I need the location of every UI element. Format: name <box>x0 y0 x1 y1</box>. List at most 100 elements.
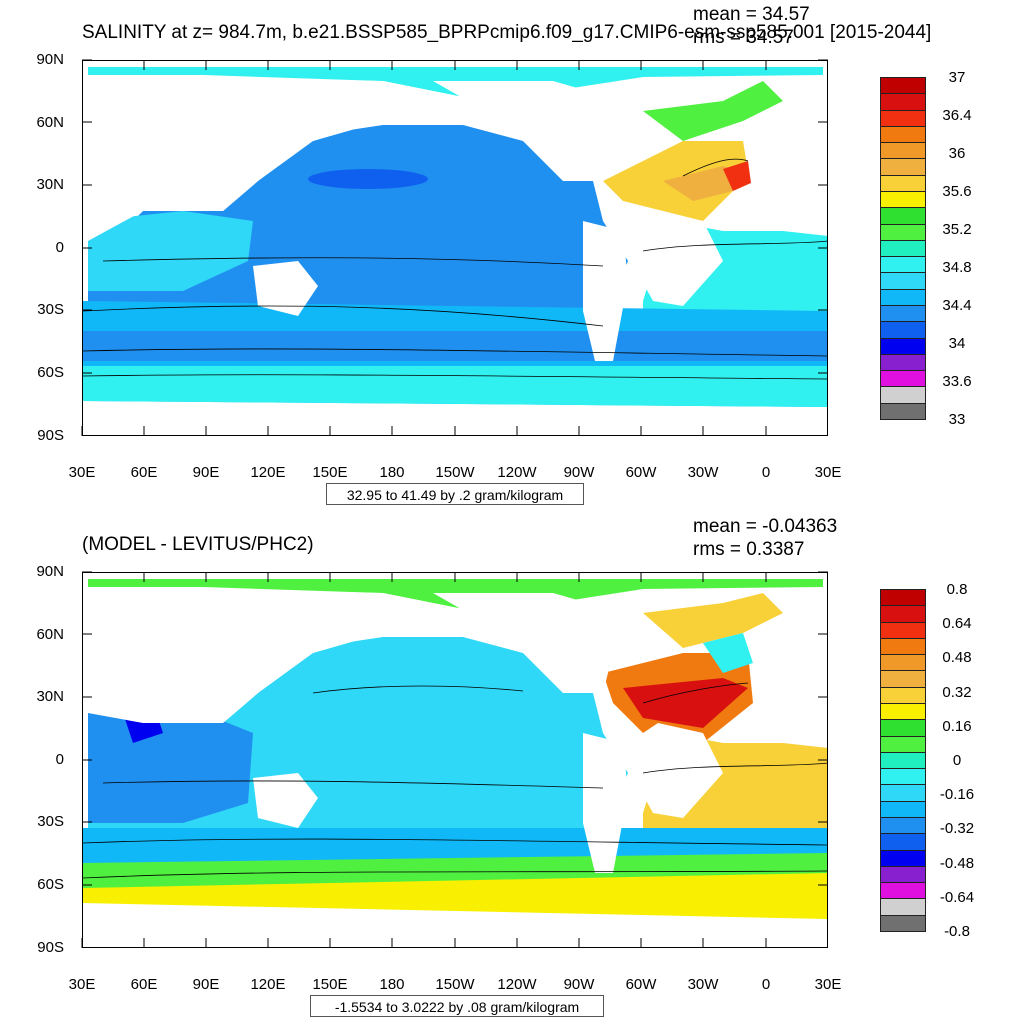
difference-panel: (MODEL - LEVITUS/PHC2) mean = -0.04363 r… <box>0 512 1024 1024</box>
contour-interval-box: 32.95 to 41.49 by .2 gram/kilogram <box>326 483 584 505</box>
eurasia-land <box>88 587 463 723</box>
colorbar-segment <box>880 621 926 639</box>
australia-land <box>253 773 318 828</box>
colorbar-label: 0.48 <box>942 649 972 667</box>
salinity-panel: SALINITY at z= 984.7m, b.e21.BSSP585_BPR… <box>36 4 972 505</box>
y-tick-label: 60S <box>37 364 64 381</box>
colorbar-label: 0.32 <box>942 683 972 701</box>
circumpolar-fringe <box>83 366 827 407</box>
colorbar-segment <box>880 158 926 176</box>
colorbar-segment <box>880 784 926 802</box>
colorbar-segment <box>880 402 926 420</box>
colorbar-segment <box>880 589 926 607</box>
colorbar-segment <box>880 223 926 241</box>
australia-land <box>253 261 318 316</box>
colorbar-label: 34.4 <box>942 297 972 314</box>
y-tick-label: 0 <box>55 239 64 256</box>
colorbar-segment <box>880 849 926 867</box>
colorbar-label: 37 <box>948 69 966 86</box>
colorbar-segment <box>880 898 926 916</box>
africa-land <box>628 211 723 306</box>
colorbar-label: -0.64 <box>939 888 975 906</box>
north-atlantic-core <box>663 166 743 201</box>
colorbar-segment <box>880 77 926 95</box>
colorbar-label: 33 <box>948 411 966 428</box>
x-tick-label: 90E <box>192 976 220 993</box>
colorbar-segment <box>880 817 926 835</box>
x-tick-label: 60E <box>130 464 158 481</box>
south-america-land <box>583 733 628 873</box>
colorbar-segment <box>880 109 926 127</box>
colorbar-segment <box>880 337 926 355</box>
pacific-ocean <box>88 637 628 873</box>
colorbar <box>880 77 926 420</box>
x-tick-label: 30W <box>687 464 719 481</box>
south-america-land <box>583 221 628 361</box>
x-tick-label: 90E <box>192 464 220 481</box>
x-tick-label: 90W <box>563 464 595 481</box>
pacific-indian-ocean <box>88 125 628 361</box>
colorbar-segment <box>880 272 926 290</box>
colorbar-label: 35.2 <box>942 221 972 238</box>
colorbar-segment <box>880 719 926 737</box>
colorbar-segment <box>880 654 926 672</box>
colorbar-label: 36 <box>948 145 966 162</box>
indian-west <box>88 211 253 291</box>
y-tick-label: 90N <box>36 563 64 580</box>
x-tick-label: 150W <box>435 976 475 993</box>
colorbar-segment <box>880 239 926 258</box>
colorbar-label: -0.8 <box>944 923 970 940</box>
x-tick-label: 120W <box>497 464 537 481</box>
colorbar-segment <box>880 256 926 274</box>
x-tick-label: 30E <box>814 976 842 993</box>
colorbar-segment <box>880 321 926 339</box>
y-tick-label: 30S <box>37 301 64 318</box>
nordic-seas <box>643 593 783 648</box>
rms-value: rms = 34.57 <box>693 27 794 48</box>
x-tick-label: 30E <box>814 464 842 481</box>
colorbar-label: 36.4 <box>942 107 972 124</box>
contour-interval-box: -1.5534 to 3.0222 by .08 gram/kilogram <box>310 995 604 1017</box>
x-tick-label: 30E <box>68 976 96 993</box>
mean-value: mean = -0.04363 <box>693 516 838 537</box>
colorbar-segment <box>880 353 926 372</box>
africa-land <box>628 723 723 818</box>
panel-title: (MODEL - LEVITUS/PHC2) <box>82 534 314 555</box>
indian-ocean <box>88 713 253 823</box>
colorbar-segment <box>880 703 926 721</box>
colorbar-label: 0.8 <box>946 581 968 598</box>
labrador-sea <box>703 633 753 673</box>
colorbar-segment <box>880 207 926 225</box>
southern-yellow-band <box>83 873 827 919</box>
colorbar-segment <box>880 882 926 900</box>
colorbar-label: 0.64 <box>942 615 972 633</box>
x-tick-label: 30E <box>68 464 96 481</box>
y-tick-label: 0 <box>55 751 64 768</box>
nordic-seas <box>643 81 783 141</box>
axis-ticks <box>81 571 828 948</box>
x-tick-label: 0 <box>761 976 771 993</box>
y-tick-label: 30N <box>36 688 64 705</box>
y-tick-label: 60N <box>36 626 64 643</box>
colorbar <box>880 589 926 932</box>
difference-map <box>82 572 828 948</box>
colorbar-label: -0.16 <box>939 786 975 804</box>
x-tick-label: 90W <box>563 976 595 993</box>
colorbar-segment <box>880 670 926 688</box>
colorbar-segment <box>880 686 926 704</box>
colorbar-segment <box>880 751 926 770</box>
colorbar-segment <box>880 605 926 623</box>
colorbar-segment <box>880 768 926 786</box>
colorbar-segment <box>880 288 926 306</box>
y-tick-label: 60N <box>36 114 64 131</box>
colorbar-segment <box>880 800 926 818</box>
y-tick-label: 30N <box>36 176 64 193</box>
x-tick-label: 60W <box>625 464 657 481</box>
y-tick-label: 90N <box>36 51 64 68</box>
x-tick-label: 150W <box>435 464 475 481</box>
x-tick-label: 120E <box>250 464 286 481</box>
colorbar-label: -0.48 <box>939 854 975 872</box>
colorbar-segment <box>880 174 926 192</box>
colorbar-segment <box>880 370 926 388</box>
colorbar-segment <box>880 142 926 160</box>
